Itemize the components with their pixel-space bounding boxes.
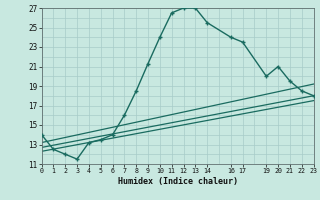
X-axis label: Humidex (Indice chaleur): Humidex (Indice chaleur) (118, 177, 237, 186)
